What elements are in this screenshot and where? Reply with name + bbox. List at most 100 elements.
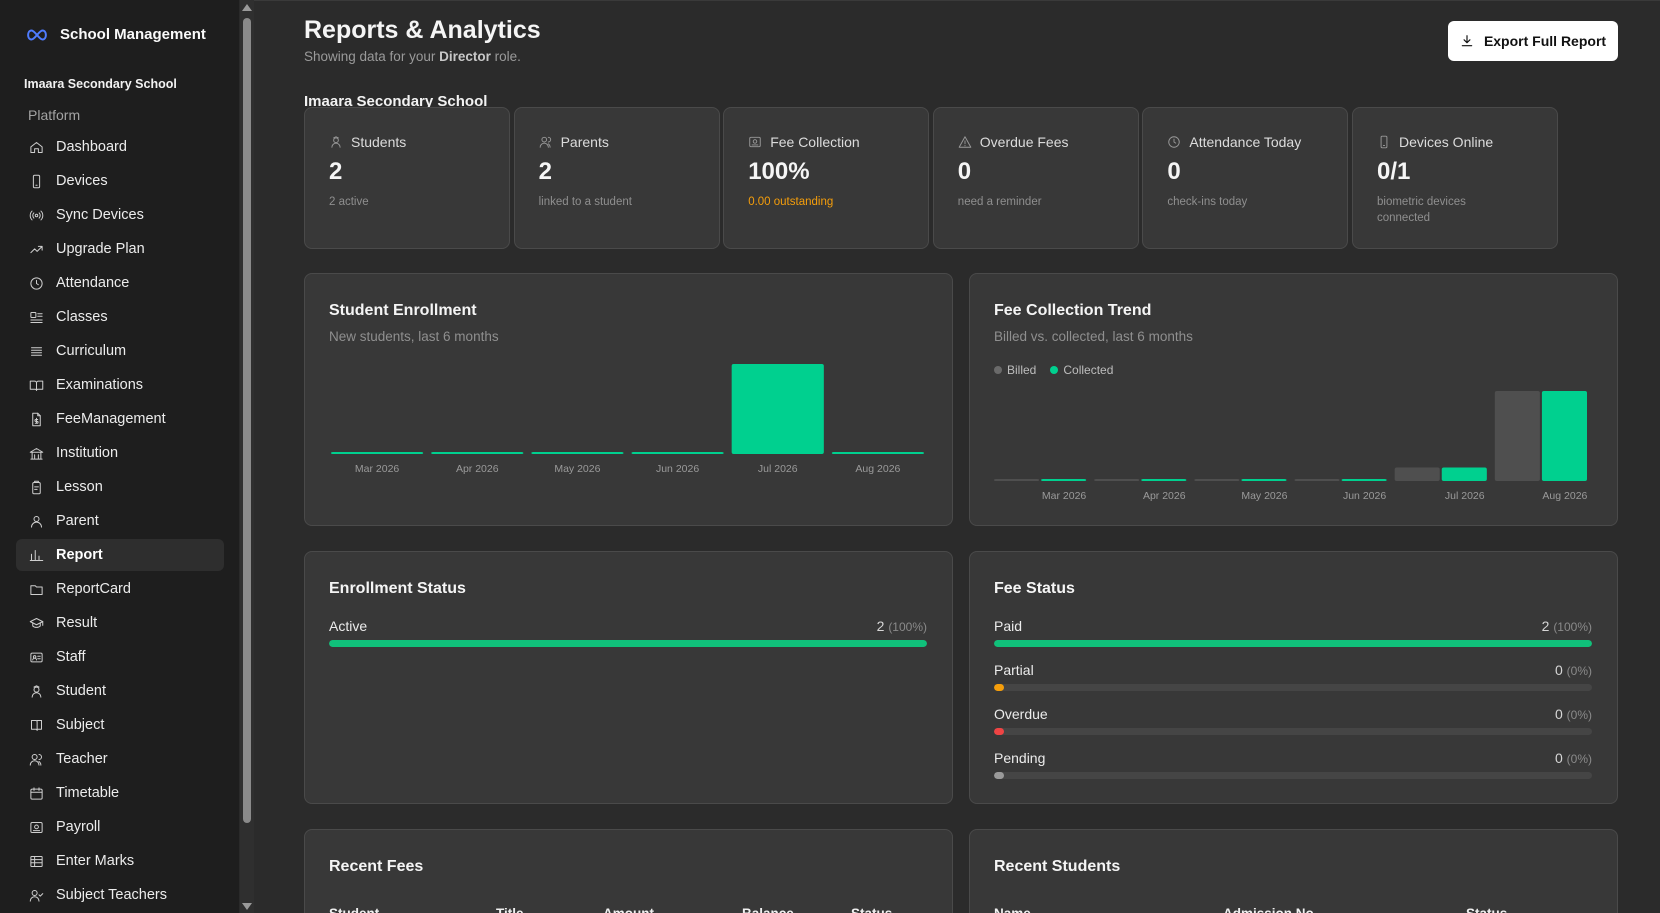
clock-icon [28, 275, 44, 291]
stat-subtext: 0.00 outstanding [748, 196, 834, 208]
sidebar-item-attendance[interactable]: Attendance [16, 267, 224, 299]
column-header[interactable]: Admission No [1223, 906, 1314, 913]
status-count: 2 [1541, 618, 1550, 634]
status-count: 0 [1554, 662, 1563, 678]
stat-card-overdue-fees: Overdue Fees 0 need a reminder [932, 107, 1139, 249]
sidebar-item-label: Classes [56, 309, 108, 325]
fee-bar-billed [1294, 479, 1340, 481]
sidebar-item-label: Result [56, 615, 98, 631]
infinity-logo-icon [27, 28, 47, 41]
progress-fill [329, 640, 927, 647]
payroll-icon [749, 136, 761, 148]
sidebar-item-timetable[interactable]: Timetable [16, 777, 224, 809]
role-name: Director [439, 49, 491, 64]
enrollment-bar [731, 364, 824, 454]
progress-fill [994, 640, 1592, 647]
column-header[interactable]: Amount [603, 906, 654, 913]
sidebar-item-payroll[interactable]: Payroll [16, 811, 224, 843]
stat-subtext: linked to a student [538, 196, 632, 208]
sidebar-item-label: Dashboard [56, 139, 127, 155]
sidebar-item-subject-teachers[interactable]: Subject Teachers [16, 879, 224, 911]
sidebar-item-devices[interactable]: Devices [16, 165, 224, 197]
x-tick-label: Apr 2026 [1143, 490, 1186, 502]
sidebar-item-reportcard[interactable]: ReportCard [16, 573, 224, 605]
main-content: Reports & Analytics Showing data for you… [254, 0, 1660, 913]
sidebar-item-label: ReportCard [56, 581, 131, 597]
sidebar-item-student[interactable]: Student [16, 675, 224, 707]
status-label: Active [329, 618, 368, 634]
sidebar-nav: Dashboard Devices Sync Devices Upgrade Plan… [16, 131, 224, 913]
stat-label: Fee Collection [770, 134, 860, 150]
column-header[interactable]: Status [1466, 906, 1507, 913]
brand-name: School Management [60, 26, 206, 43]
payroll-icon [28, 819, 44, 835]
status-row-partial: Partial 0 (0%) [994, 662, 1592, 691]
status-label: Partial [994, 662, 1034, 678]
x-tick-label: Aug 2026 [855, 463, 900, 475]
book-icon [28, 717, 44, 733]
enrollment-chart: Mar 2026 Apr 2026 May 2026 Jun 2026 Jul 2026… [331, 364, 924, 475]
fee-bar-billed [1494, 391, 1540, 481]
sidebar-item-sync-devices[interactable]: Sync Devices [16, 199, 224, 231]
legend-label: Collected [1063, 363, 1114, 377]
stat-value: 100% [748, 158, 810, 185]
sidebar-item-label: Attendance [56, 275, 130, 291]
x-tick-label: Jun 2026 [1343, 490, 1386, 502]
stat-header: Students [329, 134, 509, 150]
sidebar-item-examinations[interactable]: Examinations [16, 369, 224, 401]
sidebar-item-dashboard[interactable]: Dashboard [16, 131, 224, 163]
brand[interactable]: School Management [26, 26, 206, 43]
stat-card-students: Students 2 2 active [304, 107, 510, 249]
sidebar-item-lesson[interactable]: Lesson [16, 471, 224, 503]
column-header[interactable]: Student [329, 906, 379, 913]
scroll-down-arrow-icon[interactable] [242, 903, 252, 910]
sidebar-item-parent[interactable]: Parent [16, 505, 224, 537]
calendar-icon [28, 785, 44, 801]
column-header[interactable]: Name [994, 906, 1031, 913]
download-icon [1461, 35, 1473, 47]
chart-title: Student Enrollment [329, 302, 477, 319]
stat-card-devices-online: Devices Online 0/1 biometric devices conne… [1352, 107, 1558, 249]
stat-value: 0 [1167, 158, 1181, 185]
sidebar-item-teacher[interactable]: Teacher [16, 743, 224, 775]
scroll-up-arrow-icon[interactable] [242, 4, 252, 11]
recent-students-card: Recent Students Name Admission No Status [969, 829, 1618, 913]
home-icon [28, 139, 44, 155]
stat-subtext: need a reminder [957, 196, 1042, 208]
sidebar-item-institution[interactable]: Institution [16, 437, 224, 469]
scroll-thumb[interactable] [243, 18, 251, 823]
chart-legend: Billed Collected [994, 363, 1113, 377]
column-header[interactable]: Status [851, 906, 892, 913]
sidebar-scrollbar[interactable] [240, 0, 254, 913]
x-tick-label: Mar 2026 [1042, 490, 1087, 502]
progress-fill [994, 772, 1004, 779]
sidebar-item-feemanagement[interactable]: FeeManagement [16, 403, 224, 435]
sidebar-item-upgrade-plan[interactable]: Upgrade Plan [16, 233, 224, 265]
sidebar-item-report[interactable]: Report [16, 539, 224, 571]
page-subtitle: Showing data for your Director role. [304, 49, 521, 64]
book-open-icon [28, 377, 44, 393]
sidebar-item-classes[interactable]: Classes [16, 301, 224, 333]
column-header[interactable]: Balance [742, 906, 794, 913]
subtitle-suffix: role. [494, 49, 521, 64]
status-percent: (100%) [888, 620, 927, 634]
stat-card-attendance-today: Attendance Today 0 check-ins today [1142, 107, 1349, 249]
stat-card-fee-collection: Fee Collection 100% 0.00 outstanding [723, 107, 930, 249]
sidebar-item-label: Devices [56, 173, 108, 189]
sidebar-item-staff[interactable]: Staff [16, 641, 224, 673]
enrollment-bar [831, 452, 924, 454]
enrollment-bar [531, 452, 624, 454]
user-check-icon [28, 887, 44, 903]
sidebar-item-result[interactable]: Result [16, 607, 224, 639]
progress-track [994, 684, 1592, 691]
sidebar-item-enter-marks[interactable]: Enter Marks [16, 845, 224, 877]
export-full-report-button[interactable]: Export Full Report [1448, 21, 1618, 61]
sidebar-item-label: Timetable [56, 785, 120, 801]
sidebar-item-label: Teacher [56, 751, 108, 767]
x-tick-label: Jun 2026 [656, 463, 699, 475]
sidebar-item-curriculum[interactable]: Curriculum [16, 335, 224, 367]
page-title: Reports & Analytics [304, 16, 541, 44]
sidebar: School Management Imaara Secondary Schoo… [0, 0, 240, 913]
column-header[interactable]: Title [496, 906, 524, 913]
sidebar-item-subject[interactable]: Subject [16, 709, 224, 741]
